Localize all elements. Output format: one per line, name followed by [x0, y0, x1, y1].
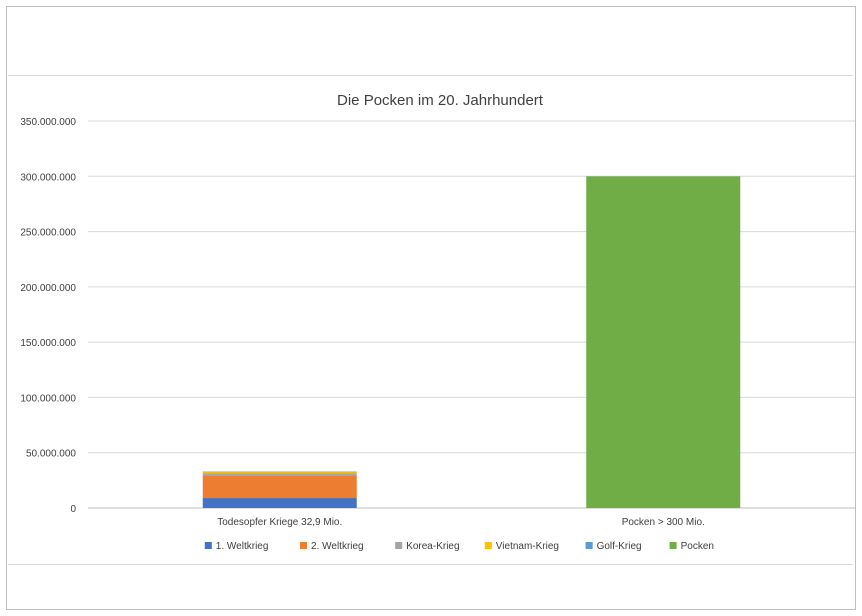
y-tick-label: 100.000.000 [20, 393, 76, 404]
bar-segment [202, 475, 357, 499]
legend-swatch [585, 542, 593, 549]
bar-layer [202, 176, 741, 509]
y-tick-label: 350.000.000 [20, 117, 76, 128]
bar-segment [586, 176, 741, 509]
legend-label: Pocken [681, 541, 714, 552]
x-category-label: Pocken > 300 Mio. [622, 517, 705, 528]
y-tick-label: 50.000.000 [26, 449, 76, 460]
legend-swatch [669, 542, 677, 549]
legend-swatch [300, 542, 307, 549]
y-tick-label: 300.000.000 [20, 172, 76, 183]
chart-title: Die Pocken im 20. Jahrhundert [337, 92, 544, 109]
axis-layer: 0 50.000.000 100.000.000 150.000.000 200.000… [20, 117, 704, 528]
legend-label: Korea-Krieg [406, 541, 459, 552]
y-tick-label: 250.000.000 [20, 228, 76, 239]
bar-segment [202, 471, 357, 473]
legend: 1. Weltkrieg 2. Weltkrieg Korea-Krieg Vietn… [204, 541, 714, 552]
legend-swatch [395, 542, 403, 549]
legend-label: 1. Weltkrieg [216, 541, 269, 552]
bar-segment [202, 498, 357, 508]
x-category-label: Todesopfer Kriege 32,9 Mio. [217, 517, 342, 528]
bar-segment [202, 473, 357, 476]
y-tick-label: 150.000.000 [20, 338, 76, 349]
legend-swatch [204, 542, 212, 549]
legend-label: Vietnam-Krieg [496, 541, 559, 552]
legend-label: Golf-Krieg [597, 541, 642, 552]
legend-swatch [484, 542, 492, 549]
y-tick-label: 0 [70, 504, 76, 515]
legend-label: 2. Weltkrieg [311, 541, 364, 552]
chart-area [8, 75, 853, 565]
y-tick-label: 200.000.000 [20, 283, 76, 294]
bar-segment [202, 471, 357, 474]
